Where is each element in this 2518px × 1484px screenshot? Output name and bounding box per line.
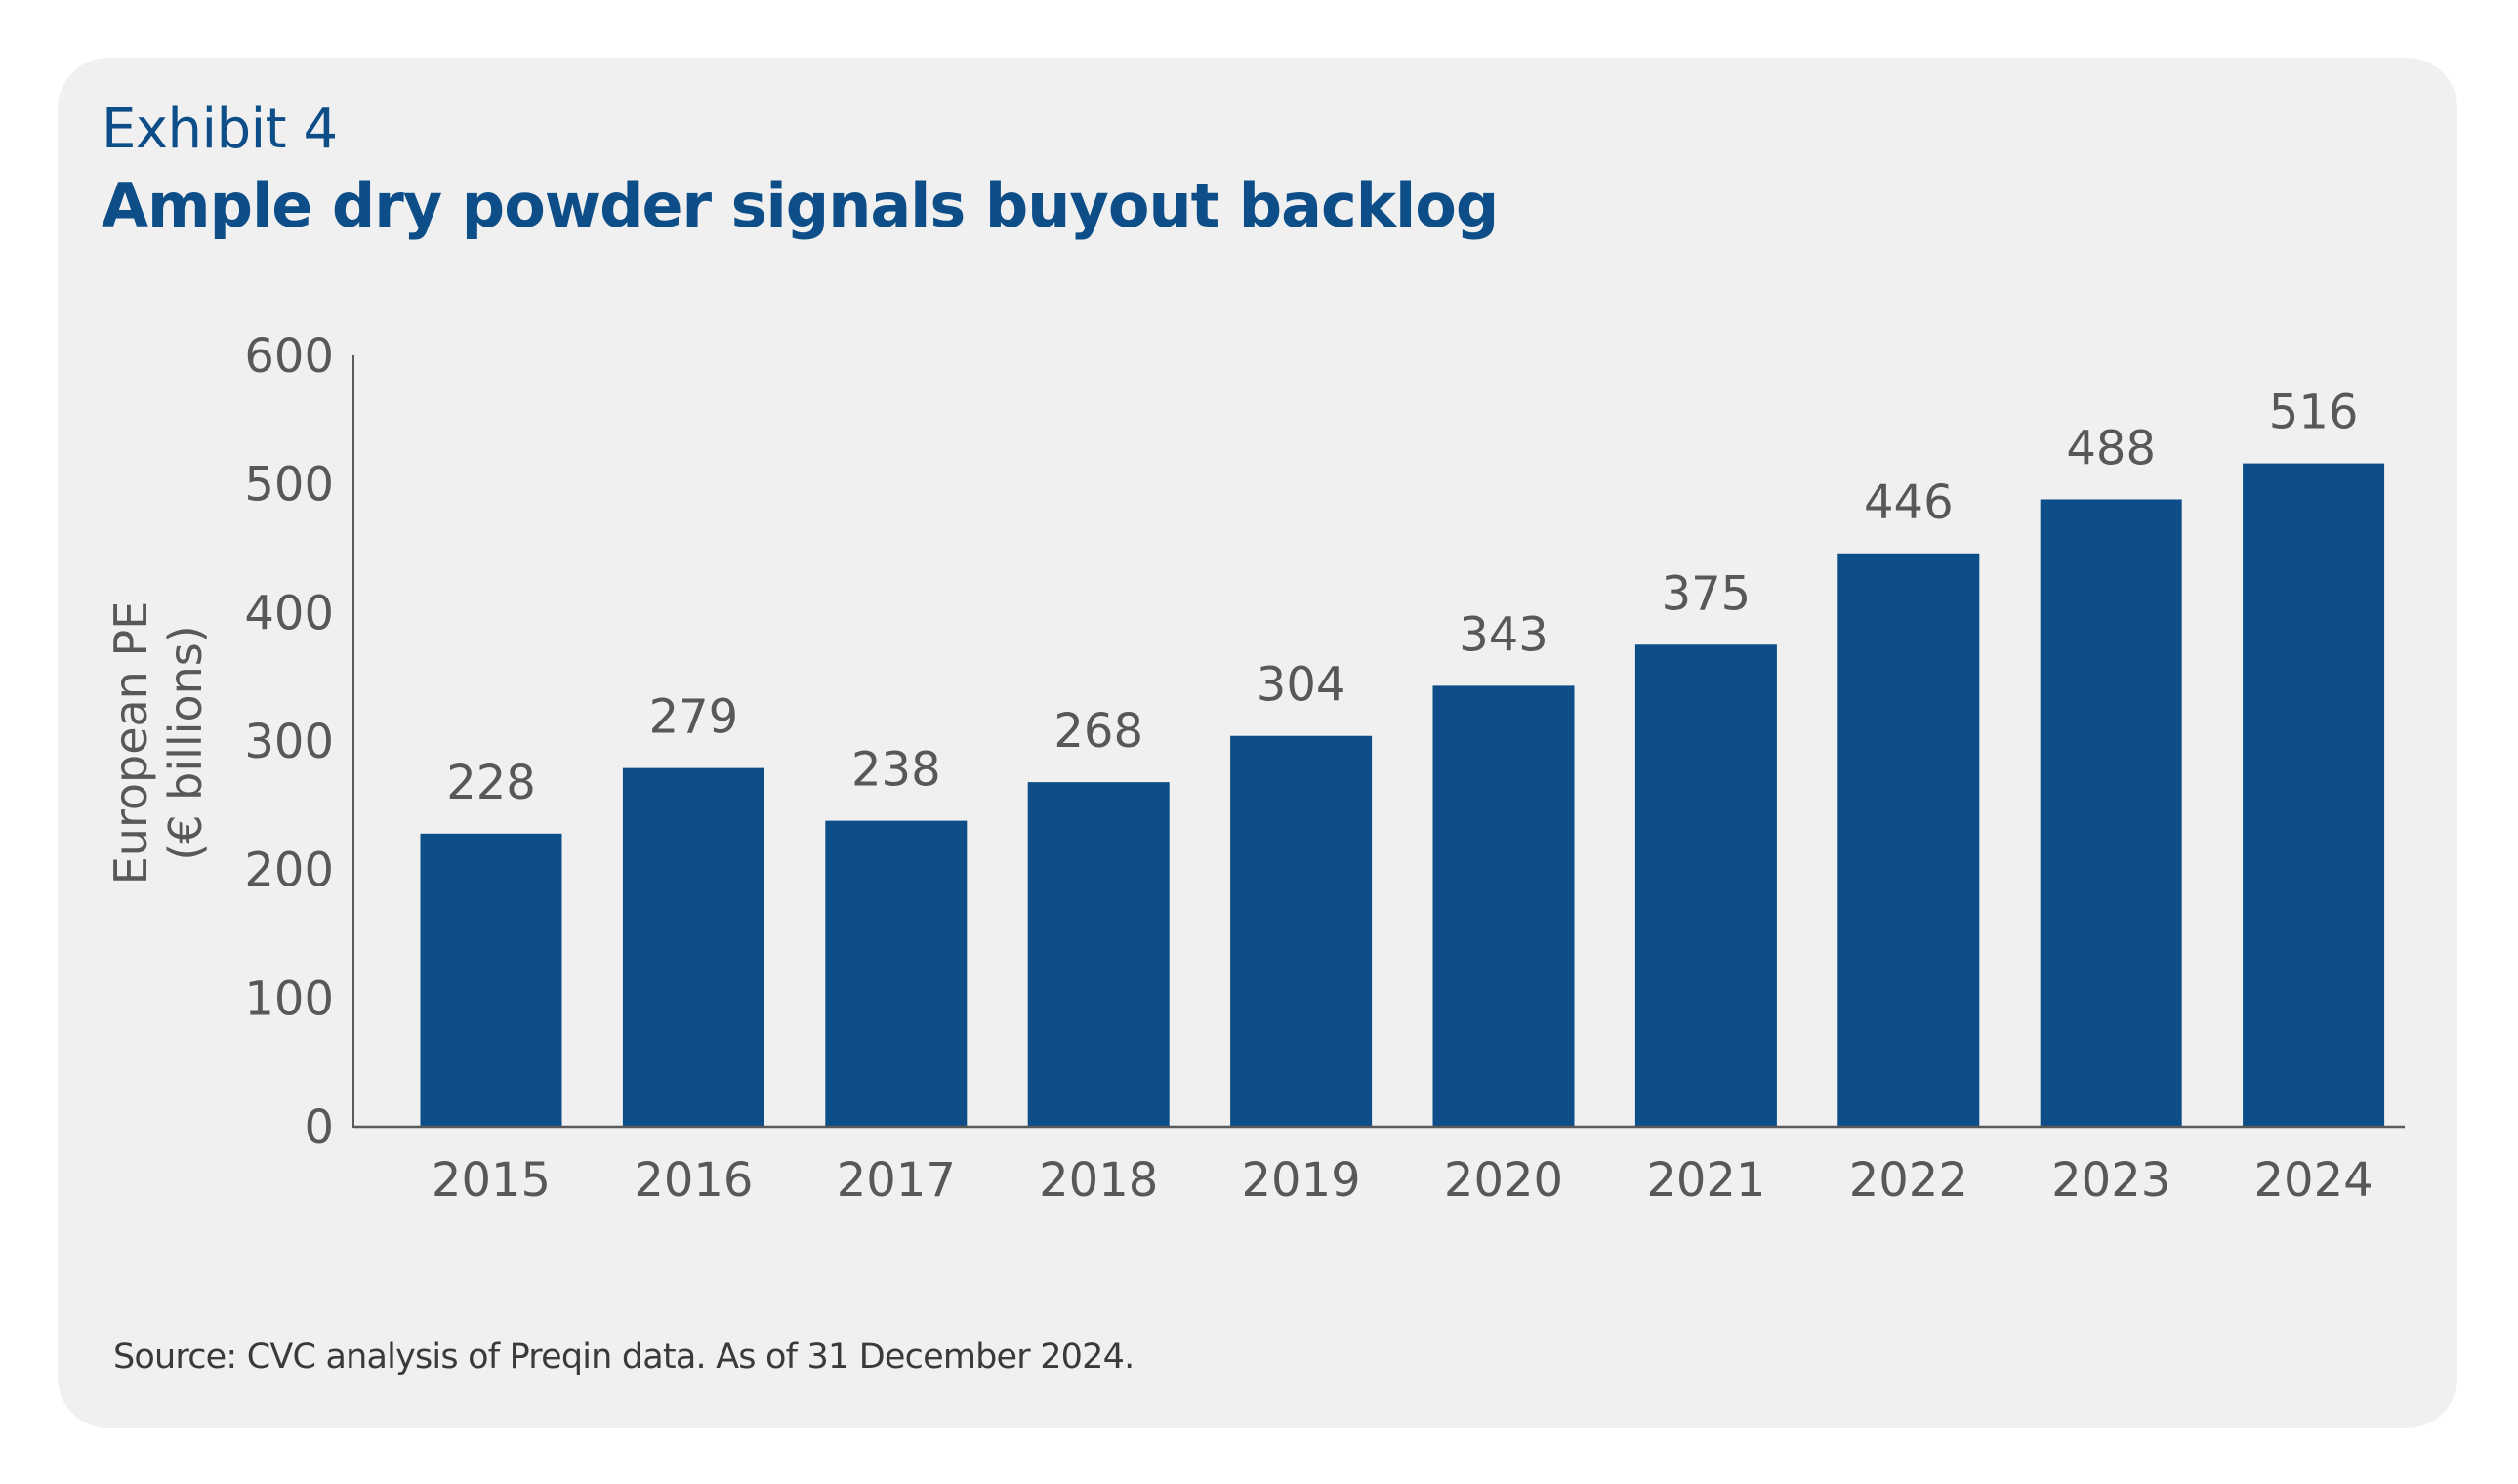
source-note: Source: CVC analysis of Preqin data. As … (113, 1338, 1135, 1377)
data-label-2024: 516 (2269, 386, 2359, 440)
x-tick-label-2024: 2024 (2254, 1153, 2374, 1208)
bar-2016 (622, 767, 764, 1127)
y-axis-ticks: 0 100 200 300 400 500 600 (244, 329, 334, 1155)
y-tick-label: 200 (244, 844, 334, 898)
data-label-2020: 343 (1459, 607, 1548, 662)
chart-title: Ample dry powder signals buyout backlog (102, 170, 1499, 241)
x-tick-label-2021: 2021 (1646, 1153, 1765, 1208)
y-axis-label-line-2: (€ billions) (159, 625, 212, 860)
y-tick-label: 500 (244, 458, 334, 513)
data-label-2015: 228 (446, 756, 536, 810)
x-tick-label-2016: 2016 (634, 1153, 753, 1208)
y-tick-label: 300 (244, 715, 334, 769)
bar-2023 (2040, 499, 2182, 1127)
data-label-2021: 375 (1662, 566, 1752, 621)
data-label-2019: 304 (1257, 658, 1346, 713)
data-label-2016: 279 (649, 690, 739, 745)
bar-2018 (1027, 782, 1170, 1127)
x-tick-label-2018: 2018 (1039, 1153, 1158, 1208)
data-label-2023: 488 (2066, 421, 2156, 475)
y-axis-label-line-1: European PE (104, 601, 157, 886)
bar-2022 (1837, 553, 1980, 1127)
data-label-2022: 446 (1864, 475, 1954, 530)
data-label-2017: 238 (851, 743, 941, 798)
x-tick-label-2019: 2019 (1242, 1153, 1361, 1208)
bar-2019 (1230, 735, 1373, 1127)
y-tick-label: 400 (244, 586, 334, 640)
bar-2017 (825, 820, 968, 1127)
data-label-2018: 268 (1053, 704, 1143, 759)
x-tick-label-2020: 2020 (1444, 1153, 1563, 1208)
y-tick-label: 0 (304, 1100, 334, 1155)
bar-2021 (1634, 644, 1777, 1127)
x-tick-label-2017: 2017 (837, 1153, 956, 1208)
bar-2020 (1432, 685, 1575, 1127)
bar-2015 (420, 833, 562, 1127)
y-tick-label: 600 (244, 329, 334, 384)
bar-2024 (2243, 463, 2385, 1128)
x-tick-label-2022: 2022 (1849, 1153, 1968, 1208)
x-axis-ticks: 2015 2016 2017 2018 2019 2020 2021 2022 2023 2024 (432, 1153, 2374, 1208)
x-tick-label-2023: 2023 (2051, 1153, 2170, 1208)
x-tick-label-2015: 2015 (432, 1153, 551, 1208)
y-axis-label: European PE (€ billions) (104, 601, 212, 886)
y-tick-label: 100 (244, 971, 334, 1026)
exhibit-label: Exhibit 4 (102, 98, 338, 161)
data-labels: 228 279 238 268 304 343 375 446 488 516 (446, 386, 2358, 810)
bars (420, 463, 2385, 1128)
